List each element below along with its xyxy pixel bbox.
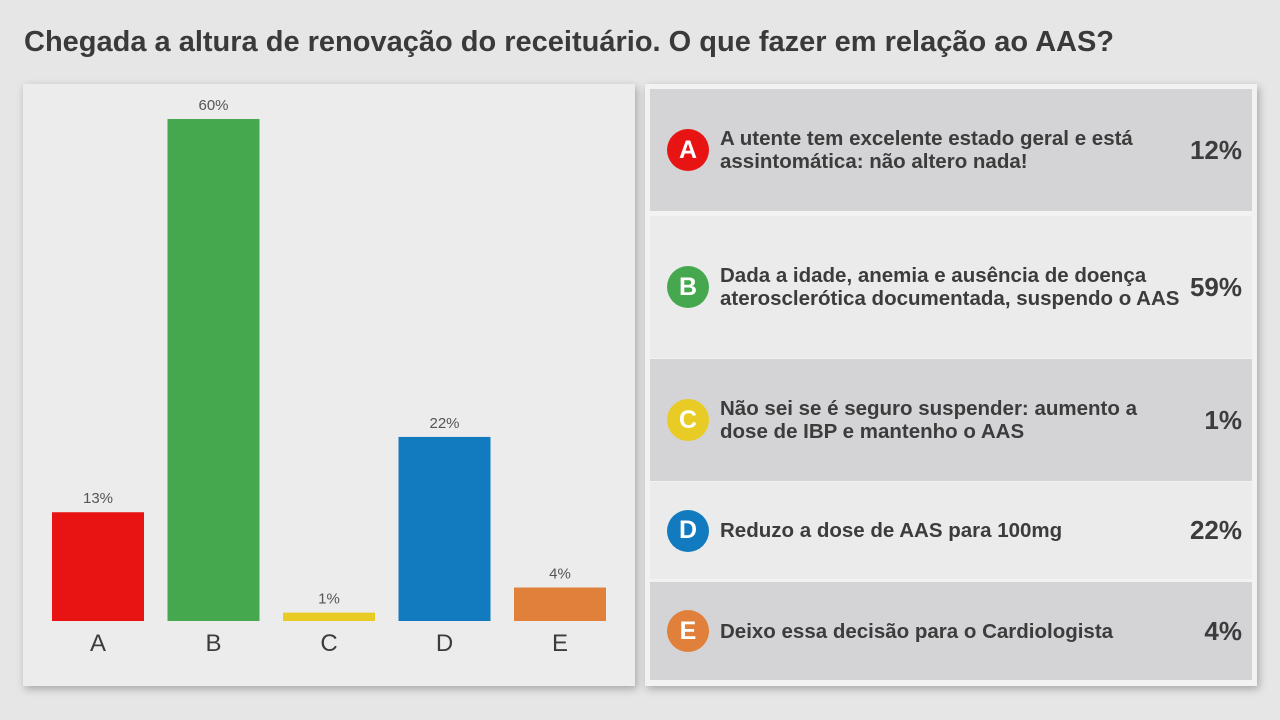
- bar-e: [514, 587, 606, 621]
- option-d-percent: 22%: [1189, 515, 1242, 545]
- option-c-percent: 1%: [1204, 404, 1242, 435]
- bar-chart: 13% A 60% B 1% C 22% D 4% E: [52, 97, 606, 657]
- option-c-badge: C: [667, 399, 709, 441]
- bar-d: [398, 436, 491, 621]
- bar-c-value-label: 1%: [318, 591, 340, 608]
- option-d-badge: D: [667, 509, 709, 552]
- option-e: E Deixo essa decisão para o Cardiologist…: [650, 582, 1252, 680]
- option-e-percent: 4%: [1204, 615, 1242, 646]
- bar-d-value-label: 22%: [429, 415, 459, 432]
- option-b-percent: 59%: [1189, 271, 1242, 302]
- option-d: D Reduzo a dose de AAS para 100mg 22%: [650, 482, 1252, 579]
- option-c-text: Não sei se é seguro suspender: aumento a…: [720, 397, 1137, 443]
- option-e-text: Deixo essa decisão para o Cardiologista: [720, 619, 1114, 643]
- option-a-percent: 12%: [1189, 134, 1242, 165]
- bar-c: [283, 612, 375, 621]
- bar-chart-panel: 13% A 60% B 1% C 22% D 4% E: [23, 84, 635, 686]
- option-a-text: A utente tem excelente estado geral e es…: [720, 127, 1133, 173]
- bar-a-value-label: 13%: [83, 490, 113, 507]
- bar-a: [52, 512, 144, 621]
- x-tick-label-e: E: [552, 630, 568, 657]
- x-tick-label-c: C: [320, 630, 337, 657]
- bar-b-value-label: 60%: [198, 97, 228, 114]
- option-b-badge: B: [667, 266, 709, 308]
- option-d-text: Reduzo a dose de AAS para 100mg: [720, 519, 1063, 542]
- option-e-badge: E: [667, 610, 709, 652]
- option-a: A A utente tem excelente estado geral e …: [650, 89, 1252, 211]
- bar-b: [167, 119, 260, 621]
- option-c: C Não sei se é seguro suspender: aumento…: [650, 359, 1252, 481]
- x-tick-label-b: B: [205, 630, 221, 657]
- option-a-badge: A: [667, 129, 709, 171]
- page-title: Chegada a altura de renovação do receitu…: [24, 26, 1115, 58]
- x-tick-label-d: D: [436, 630, 453, 657]
- bar-e-value-label: 4%: [549, 566, 571, 583]
- x-tick-label-a: A: [90, 630, 106, 657]
- answers-panel: A A utente tem excelente estado geral e …: [645, 84, 1257, 686]
- option-b-text: Dada a idade, anemia e ausência de doenç…: [720, 264, 1180, 310]
- option-b: B Dada a idade, anemia e ausência de doe…: [650, 216, 1252, 358]
